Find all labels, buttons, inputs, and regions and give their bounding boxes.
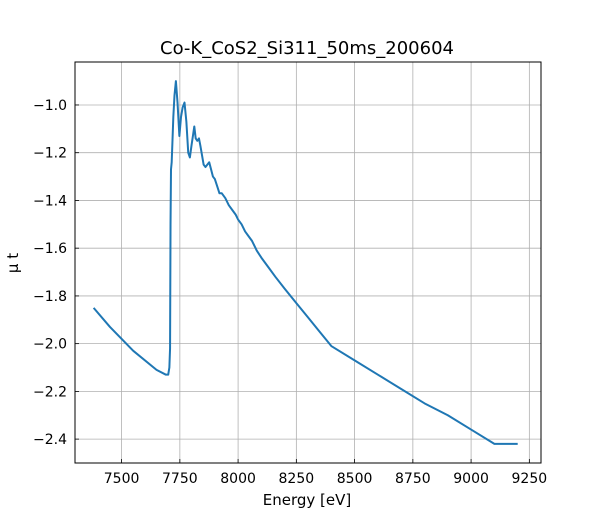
y-tick-label: −1.6 <box>33 241 67 257</box>
x-axis-label: Energy [eV] <box>263 491 351 509</box>
series-line <box>92 80 518 445</box>
y-tick-label: −1.0 <box>33 98 67 114</box>
x-tick-label: 7750 <box>162 471 198 487</box>
y-tick-label: −1.2 <box>33 146 67 162</box>
x-tick-label: 8250 <box>279 471 315 487</box>
x-tick-label: 9000 <box>453 471 489 487</box>
x-tick-label: 7500 <box>104 471 140 487</box>
y-tick-label: −2.2 <box>33 384 67 400</box>
y-tick-label: −1.8 <box>33 289 67 305</box>
series-layer <box>92 80 518 445</box>
x-tick-label: 8750 <box>395 471 431 487</box>
grid-lines <box>75 62 541 463</box>
x-tick-label: 9250 <box>512 471 548 487</box>
axes: 7500 7750 8000 8250 8500 8750 9000 9250 −2.4 −2.2… <box>33 61 548 487</box>
plot-frame <box>74 61 542 464</box>
x-tick-label: 8000 <box>220 471 256 487</box>
y-tick-label: −2.4 <box>33 432 67 448</box>
y-tick-label: −2.0 <box>33 337 67 353</box>
x-tick-label: 8500 <box>337 471 373 487</box>
y-tick-label: −1.4 <box>33 193 67 209</box>
chart-title: Co-K_CoS2_Si311_50ms_200604 <box>160 38 454 59</box>
y-axis-label: μ t <box>4 253 22 273</box>
